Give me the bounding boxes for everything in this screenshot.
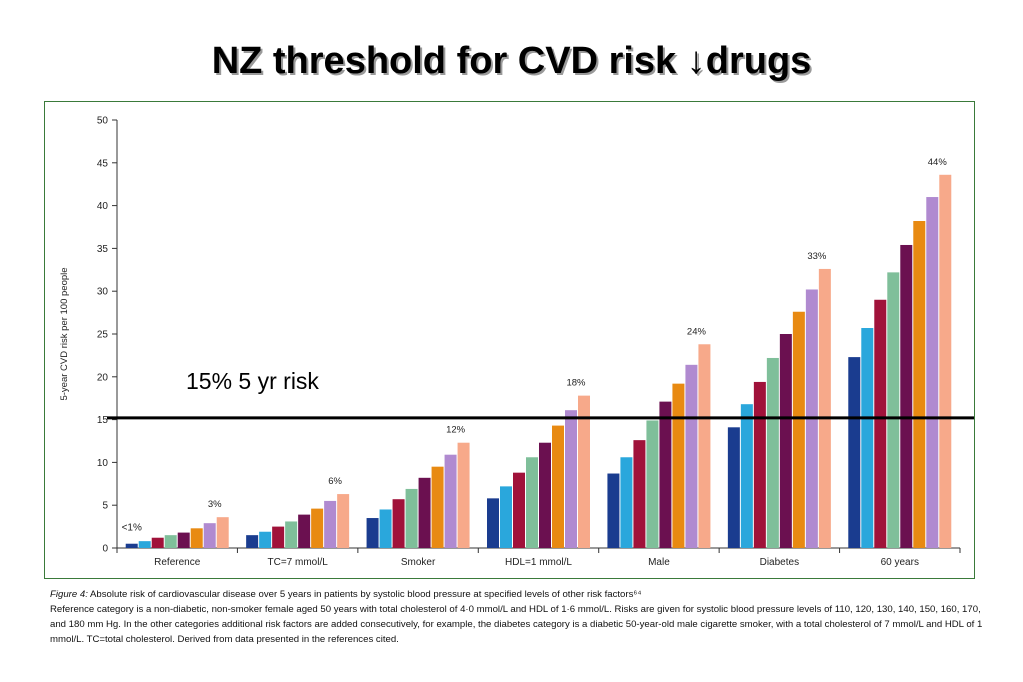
bar (887, 272, 900, 548)
y-tick-label: 40 (97, 201, 109, 212)
data-label: <1% (122, 523, 142, 534)
data-label: 24% (687, 326, 707, 337)
bar (190, 528, 203, 548)
bar (926, 197, 939, 548)
bar (913, 221, 926, 548)
bar (539, 442, 551, 548)
bar (259, 531, 272, 548)
bar (779, 334, 792, 548)
y-axis-label: 5-year CVD risk per 100 people (59, 267, 70, 400)
y-tick-label: 45 (97, 158, 109, 169)
bar (727, 427, 740, 548)
bar (431, 466, 444, 548)
bar (818, 268, 831, 548)
y-tick-label: 25 (97, 330, 109, 341)
y-tick-label: 0 (102, 544, 108, 555)
x-tick-label: HDL=1 mmol/L (505, 557, 572, 568)
bar (698, 344, 711, 548)
bar (939, 174, 952, 548)
bar (457, 442, 470, 548)
bar (392, 499, 405, 548)
bar (526, 457, 538, 548)
y-tick-label: 15 (97, 415, 109, 426)
bar (565, 410, 577, 548)
data-label: 33% (807, 251, 827, 262)
bar (324, 500, 337, 548)
bar (203, 523, 216, 548)
x-tick-label: Male (648, 557, 670, 568)
bar (337, 494, 350, 548)
x-tick-label: 60 years (881, 557, 919, 568)
bar-chart: 0 5 10 15 20 25 30 35 40 45 50 5-year CVD risk per … (59, 116, 974, 568)
bar (500, 486, 512, 548)
x-tick-label: Smoker (401, 557, 436, 568)
bar (418, 477, 431, 548)
bar (874, 299, 887, 548)
bar (607, 473, 620, 548)
data-label: 6% (328, 476, 342, 487)
bar (298, 514, 311, 548)
bar (740, 404, 753, 548)
bar (151, 537, 164, 548)
bar (379, 509, 392, 548)
y-tick-label: 10 (97, 458, 109, 469)
bar (487, 498, 499, 548)
x-tick-label: Diabetes (760, 557, 799, 568)
bar (311, 508, 324, 548)
bar (246, 535, 259, 548)
x-tick-label: TC=7 mmol/L (267, 557, 328, 568)
figure-caption: Figure 4: Absolute risk of cardiovascula… (50, 587, 990, 647)
bar (659, 401, 672, 548)
bar (513, 472, 525, 548)
slide-title: NZ threshold for CVD risk ↓drugs (211, 40, 812, 82)
threshold-label: 15% 5 yr risk (186, 368, 319, 394)
y-tick-label: 5 (102, 501, 108, 512)
bar (272, 526, 285, 548)
bar (685, 364, 698, 548)
bar (646, 420, 659, 548)
bar (138, 541, 151, 548)
bar (900, 244, 913, 548)
x-tick-label: Reference (154, 557, 201, 568)
bar (164, 535, 177, 548)
chart-frame: 0 5 10 15 20 25 30 35 40 45 50 5-year CVD risk per … (44, 101, 975, 579)
bar (792, 311, 805, 548)
bar (620, 457, 633, 548)
y-tick-label: 20 (97, 372, 109, 383)
bar (366, 518, 379, 548)
caption-body: Reference category is a non-diabetic, no… (50, 604, 983, 645)
data-label: 44% (928, 157, 948, 168)
bar (578, 395, 590, 548)
bar (672, 383, 685, 548)
bar (753, 381, 766, 548)
data-label: 12% (446, 425, 466, 436)
bar (216, 517, 229, 548)
bar (848, 357, 861, 548)
data-label: 18% (566, 378, 586, 389)
bar (125, 543, 138, 548)
bar (177, 532, 190, 548)
bar (285, 521, 298, 548)
caption-figure-label: Figure 4: (50, 589, 88, 600)
data-label: 3% (208, 499, 222, 510)
y-tick-label: 50 (97, 116, 109, 127)
y-tick-label: 35 (97, 244, 109, 255)
caption-title: Absolute risk of cardiovascular disease … (87, 589, 642, 600)
bar (405, 488, 418, 548)
bar (633, 440, 646, 548)
bar (766, 357, 779, 548)
y-tick-label: 30 (97, 287, 109, 298)
bar (552, 425, 564, 548)
bar (444, 454, 457, 548)
bar (861, 328, 874, 548)
